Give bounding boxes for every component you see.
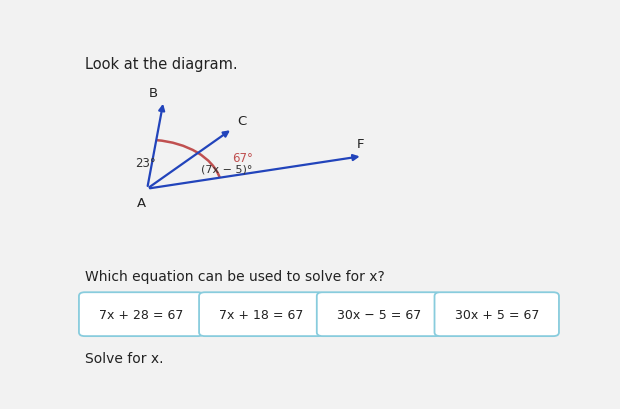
Text: Which equation can be used to solve for x?: Which equation can be used to solve for … <box>85 270 384 283</box>
Text: Look at the diagram.: Look at the diagram. <box>85 57 237 72</box>
Text: (7x − 5)°: (7x − 5)° <box>201 164 252 174</box>
Text: Solve for x.: Solve for x. <box>85 351 163 365</box>
FancyBboxPatch shape <box>435 292 559 336</box>
FancyBboxPatch shape <box>317 292 441 336</box>
Text: 7x + 18 = 67: 7x + 18 = 67 <box>219 308 303 321</box>
Text: 7x + 28 = 67: 7x + 28 = 67 <box>99 308 184 321</box>
Text: A: A <box>137 196 146 209</box>
Text: 67°: 67° <box>232 151 253 164</box>
Text: C: C <box>237 115 246 128</box>
Text: F: F <box>356 138 364 151</box>
FancyBboxPatch shape <box>199 292 324 336</box>
FancyBboxPatch shape <box>79 292 203 336</box>
Text: B: B <box>148 87 157 100</box>
Text: 30x + 5 = 67: 30x + 5 = 67 <box>454 308 539 321</box>
Text: 30x − 5 = 67: 30x − 5 = 67 <box>337 308 421 321</box>
Text: 23°: 23° <box>135 157 156 170</box>
